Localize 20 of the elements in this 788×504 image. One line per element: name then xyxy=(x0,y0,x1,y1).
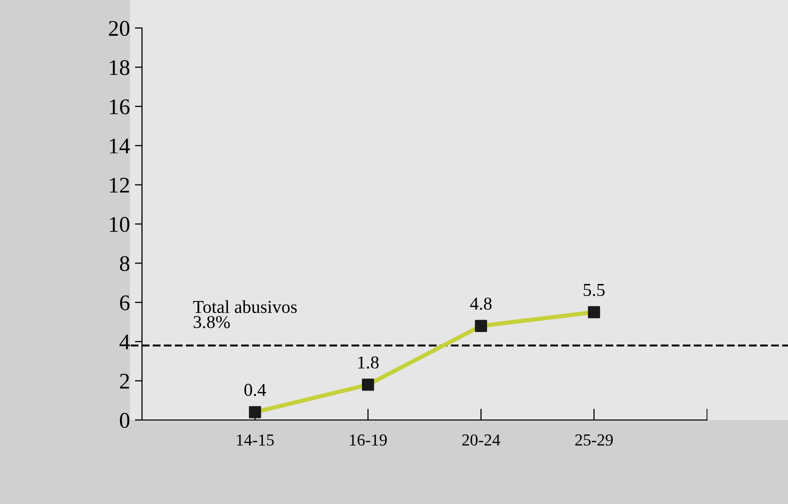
y-tick-label: 4 xyxy=(120,334,130,350)
data-label: 4.8 xyxy=(470,298,492,310)
data-label: 5.5 xyxy=(584,284,605,296)
y-tick-label: 0 xyxy=(120,412,130,428)
y-tick-label: 20 xyxy=(108,20,130,36)
ref-line-label: Total abusivos 3.8% xyxy=(193,300,297,328)
x-tick-label: 14-15 xyxy=(237,434,274,446)
y-tick-label: 6 xyxy=(120,295,130,310)
x-tick-label: 25-29 xyxy=(575,434,613,446)
y-tick-label: 10 xyxy=(110,216,130,232)
x-tick-label: 20-24 xyxy=(462,434,500,446)
y-tick-label: 2 xyxy=(120,374,129,389)
data-label: 0.4 xyxy=(244,384,266,396)
x-tick-label: 16-19 xyxy=(350,434,387,446)
y-tick-label: 8 xyxy=(120,256,130,272)
y-tick-label: 16 xyxy=(110,99,130,114)
y-tick-label: 18 xyxy=(110,60,130,76)
y-tick-label: 12 xyxy=(110,178,129,193)
data-label: 1.8 xyxy=(358,356,379,369)
y-tick-label: 14 xyxy=(110,138,130,154)
